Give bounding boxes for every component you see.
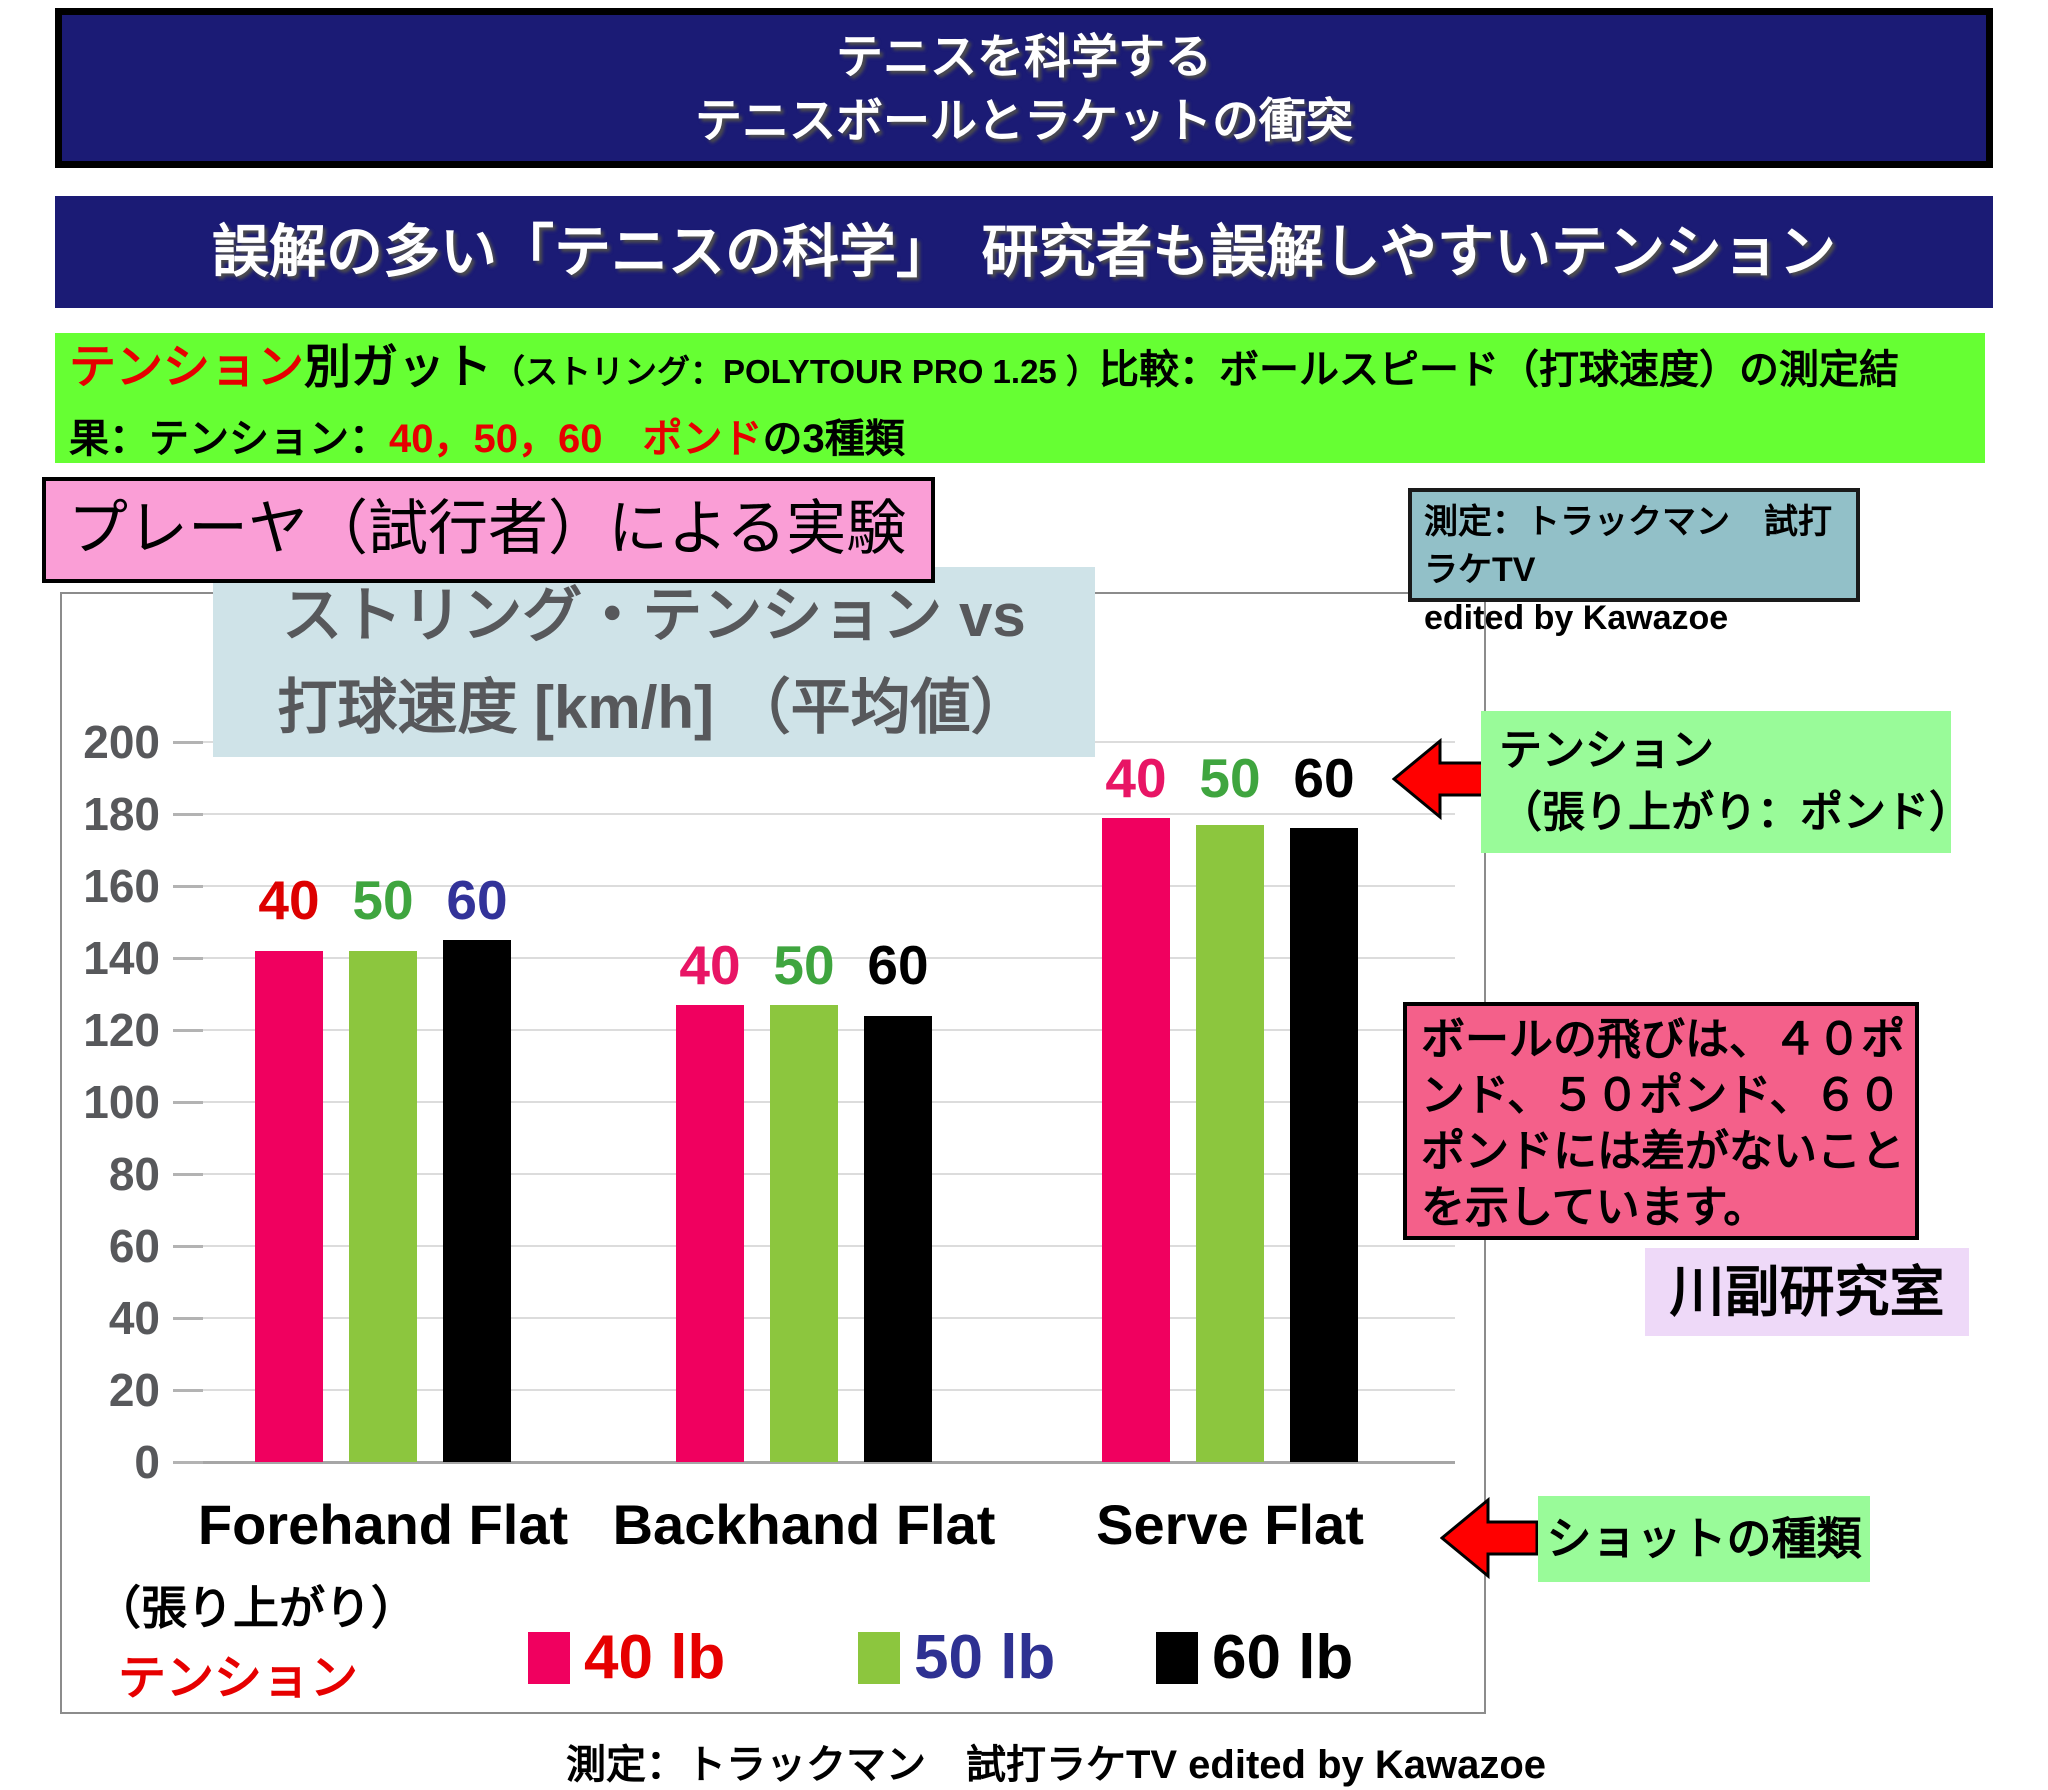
y-axis-tick bbox=[173, 1461, 203, 1464]
legend-item-50-lb: 50 lb bbox=[858, 1622, 1055, 1693]
y-axis-tick bbox=[173, 1101, 203, 1104]
main-title-line2: テニスボールとラケットの衝突 bbox=[695, 94, 1353, 147]
measurement-line1: 測定：トラックマン 試打ラケTV bbox=[1424, 503, 1832, 589]
chart-title-box: ストリング・テンション vs 打球速度 [km/h] （平均値） bbox=[213, 567, 1095, 757]
bar-forehand-flat-50-lb bbox=[349, 951, 417, 1462]
main-title-line1: テニスを科学する bbox=[836, 30, 1212, 83]
x-axis-category-label: Backhand Flat bbox=[612, 1493, 996, 1556]
y-axis-tick bbox=[173, 1029, 203, 1032]
legend-swatch bbox=[1156, 1631, 1198, 1684]
y-axis-tick bbox=[173, 1173, 203, 1176]
legend-swatch bbox=[528, 1631, 570, 1684]
legend-label: 40 lb bbox=[584, 1623, 726, 1692]
bar-tension-label: 40 bbox=[1105, 747, 1167, 809]
bar-forehand-flat-40-lb bbox=[255, 951, 323, 1462]
y-axis-tick bbox=[173, 1245, 203, 1248]
y-axis-tick-label: 20 bbox=[108, 1364, 160, 1416]
bottom-caption: 測定：トラックマン 試打ラケTV edited by Kawazoe bbox=[565, 1743, 1547, 1787]
shot-type-annotation-box: ショットの種類 bbox=[1538, 1496, 1870, 1582]
y-axis-tick-label: 120 bbox=[83, 1004, 160, 1056]
main-title-banner: テニスを科学する テニスボールとラケットの衝突 bbox=[55, 8, 1993, 168]
left-arrow-icon bbox=[1440, 1496, 1539, 1580]
y-axis-tick bbox=[173, 957, 203, 960]
y-axis-tick-label: 100 bbox=[83, 1076, 160, 1128]
left-arrow-icon bbox=[1392, 737, 1491, 821]
y-axis-tick-label: 200 bbox=[83, 716, 160, 768]
chart-title-line1: ストリング・テンション vs bbox=[282, 582, 1026, 649]
bar-backhand-flat-60-lb bbox=[864, 1016, 932, 1462]
gridline bbox=[173, 813, 1455, 815]
y-axis-tick bbox=[173, 1389, 203, 1392]
conclusion-line4: を示しています。 bbox=[1421, 1183, 1768, 1232]
bar-tension-label: 60 bbox=[446, 869, 508, 931]
bar-tension-label: 60 bbox=[1293, 747, 1355, 809]
description-line1: テンション別ガット（ストリング：POLYTOUR PRO 1.25 ）比較：ボー… bbox=[69, 337, 1985, 409]
y-axis-tick-label: 40 bbox=[108, 1292, 160, 1344]
description-line2-suffix: の3種類 bbox=[762, 417, 905, 461]
bar-tension-label: 50 bbox=[773, 934, 835, 996]
y-axis-tick-label: 160 bbox=[83, 860, 160, 912]
legend-swatch bbox=[858, 1631, 900, 1684]
legend-item-40-lb: 40 lb bbox=[528, 1622, 725, 1693]
legend-item-60-lb: 60 lb bbox=[1156, 1622, 1353, 1693]
axis-note-haridagari: （張り上がり） bbox=[95, 1582, 417, 1634]
description-gut-word: 別ガット bbox=[304, 340, 492, 393]
tension-annotation-box: テンション （張り上がり：ポンド） bbox=[1481, 711, 1972, 853]
y-axis-tick bbox=[173, 741, 203, 744]
y-axis-tick-label: 80 bbox=[108, 1148, 160, 1200]
tension-annotation-line2: （張り上がり：ポンド） bbox=[1499, 789, 1972, 837]
x-axis-category-label: Serve Flat bbox=[1096, 1493, 1364, 1556]
conclusion-line2: ンド、５０ポンド、６０ bbox=[1421, 1071, 1902, 1120]
bar-serve-flat-50-lb bbox=[1196, 825, 1264, 1462]
bar-backhand-flat-40-lb bbox=[676, 1005, 744, 1462]
conclusion-box: ボールの飛びは、４０ポ ンド、５０ポンド、６０ ポンドには差がないこと を示して… bbox=[1403, 1002, 1919, 1240]
axis-note-tension: テンション bbox=[118, 1652, 359, 1705]
description-tension-word: テンション bbox=[69, 340, 304, 393]
description-line2: 果：テンション：40，50，60 ポンドの3種類 bbox=[69, 409, 1985, 478]
y-axis-tick bbox=[173, 885, 203, 888]
measurement-line2: edited by Kawazoe bbox=[1424, 599, 1729, 637]
description-comparison: 比較：ボールスピード（打球速度）の測定結 bbox=[1098, 348, 1899, 392]
y-axis-tick-label: 140 bbox=[83, 932, 160, 984]
description-line2-prefix: 果：テンション： bbox=[69, 417, 389, 461]
conclusion-line1: ボールの飛びは、４０ポ bbox=[1421, 1015, 1905, 1064]
bar-tension-label: 40 bbox=[679, 934, 741, 996]
y-axis-tick-label: 60 bbox=[108, 1220, 160, 1272]
experiment-label-box: プレーヤ（試行者）による実験 bbox=[42, 477, 935, 583]
subtitle-banner: 誤解の多い「テニスの科学」 研究者も誤解しやすいテンション bbox=[55, 196, 1993, 308]
bar-tension-label: 50 bbox=[352, 869, 414, 931]
gridline bbox=[173, 885, 1455, 887]
bar-forehand-flat-60-lb bbox=[443, 940, 511, 1462]
legend-label: 50 lb bbox=[914, 1623, 1056, 1692]
bar-tension-label: 40 bbox=[258, 869, 320, 931]
bar-backhand-flat-50-lb bbox=[770, 1005, 838, 1462]
measurement-source-box: 測定：トラックマン 試打ラケTV edited by Kawazoe bbox=[1408, 488, 1860, 637]
bar-serve-flat-60-lb bbox=[1290, 828, 1358, 1462]
gridline bbox=[173, 957, 1455, 959]
y-axis-tick-label: 0 bbox=[134, 1436, 160, 1488]
tension-annotation-line1: テンション bbox=[1499, 727, 1714, 775]
y-axis-tick bbox=[173, 813, 203, 816]
y-axis-tick-label: 180 bbox=[83, 788, 160, 840]
legend-label: 60 lb bbox=[1212, 1623, 1354, 1692]
x-axis-category-label: Forehand Flat bbox=[197, 1493, 569, 1556]
bar-tension-label: 60 bbox=[867, 934, 929, 996]
bar-tension-label: 50 bbox=[1199, 747, 1261, 809]
description-string-spec: （ストリング：POLYTOUR PRO 1.25 ） bbox=[492, 353, 1099, 390]
description-tension-values: 40，50，60 ポンド bbox=[389, 417, 763, 461]
y-axis-tick bbox=[173, 1317, 203, 1320]
gridline bbox=[173, 1461, 1455, 1464]
chart-title-line2: 打球速度 [km/h] （平均値） bbox=[277, 674, 1031, 741]
conclusion-line3: ポンドには差がないこと bbox=[1421, 1127, 1905, 1176]
description-banner: テンション別ガット（ストリング：POLYTOUR PRO 1.25 ）比較：ボー… bbox=[55, 333, 1985, 463]
lab-name-box: 川副研究室 bbox=[1645, 1248, 1969, 1336]
bar-serve-flat-40-lb bbox=[1102, 818, 1170, 1462]
